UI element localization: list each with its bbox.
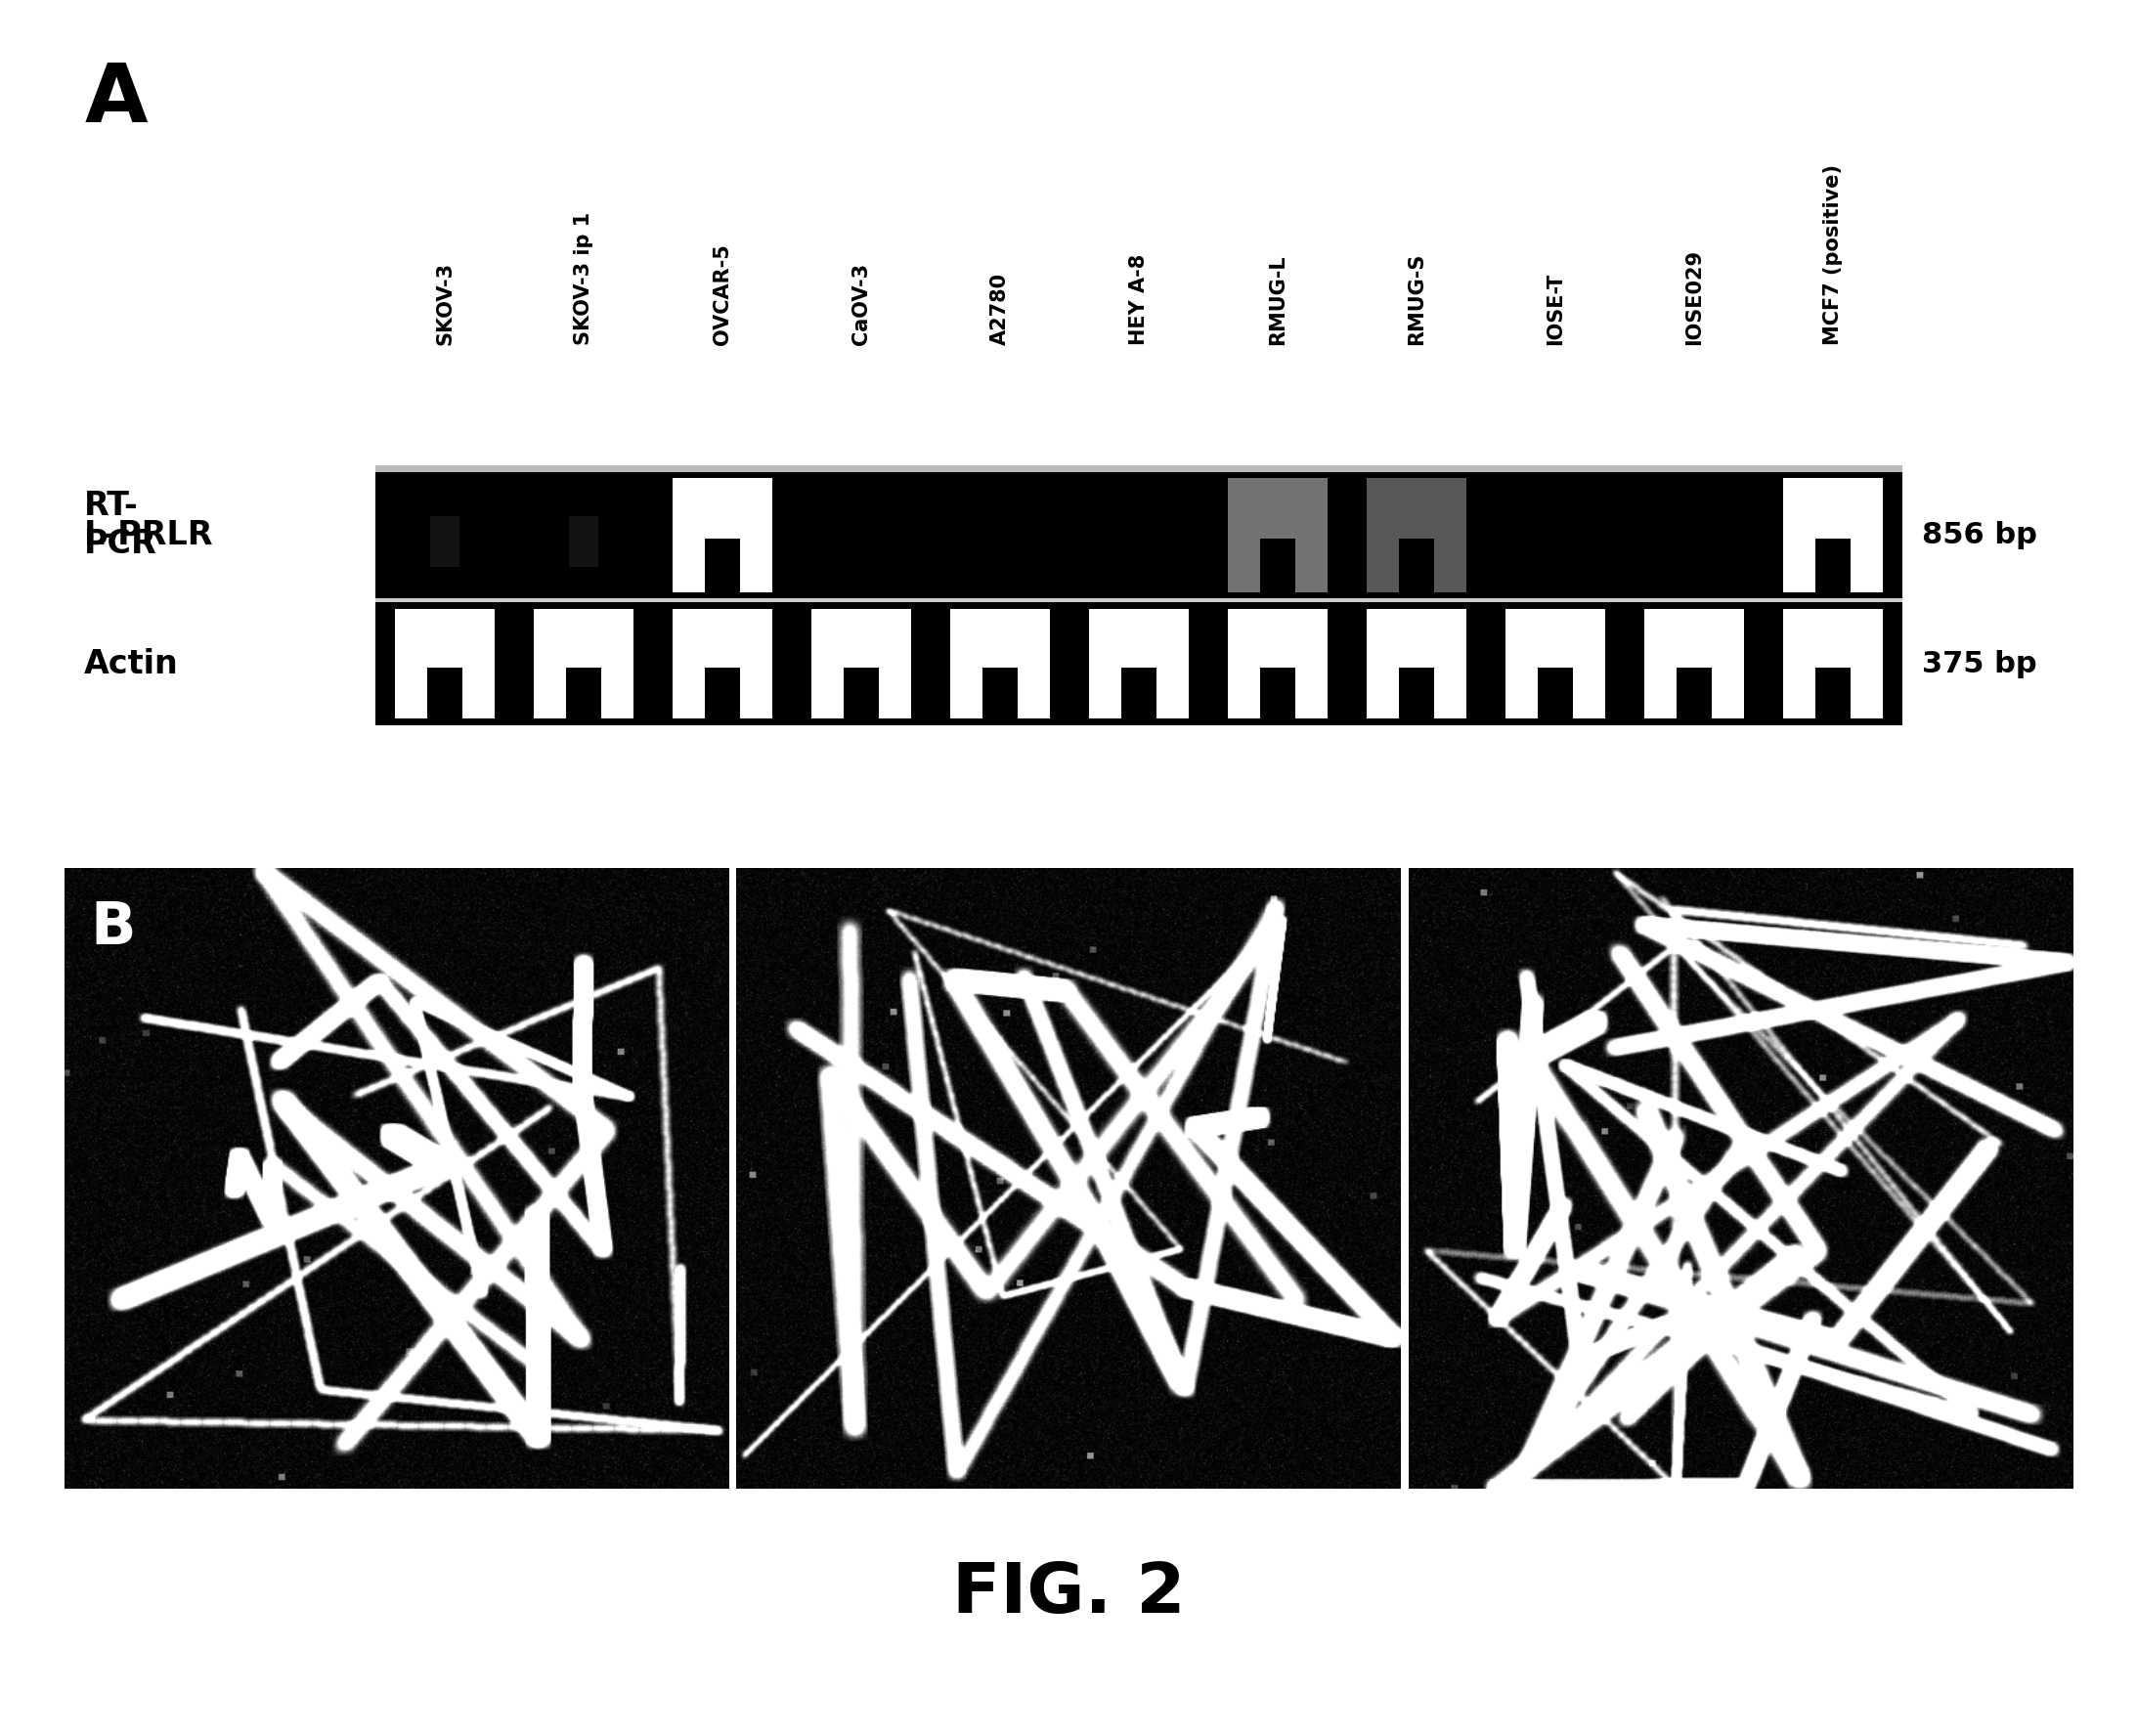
- Text: B: B: [90, 899, 137, 957]
- Text: RMUG-S: RMUG-S: [1406, 253, 1425, 345]
- Text: SKOV-3: SKOV-3: [436, 262, 455, 345]
- Bar: [1782, 477, 1883, 592]
- Bar: [1504, 609, 1605, 719]
- Bar: [376, 597, 1902, 602]
- Text: Actin: Actin: [83, 648, 180, 681]
- Bar: [1261, 538, 1295, 592]
- Text: L-PRLR: L-PRLR: [83, 519, 214, 552]
- Bar: [673, 477, 771, 592]
- Text: CaOV-3: CaOV-3: [851, 262, 872, 345]
- Bar: [568, 516, 598, 566]
- Text: 375 bp: 375 bp: [1923, 649, 2037, 679]
- Text: IOSE-T: IOSE-T: [1545, 273, 1564, 345]
- Bar: [1400, 538, 1434, 592]
- Bar: [427, 667, 462, 719]
- Text: OVCAR-5: OVCAR-5: [712, 243, 733, 345]
- Bar: [1090, 609, 1188, 719]
- Text: MCF7 (positive): MCF7 (positive): [1823, 165, 1842, 345]
- Bar: [376, 472, 1902, 599]
- Bar: [376, 465, 1902, 472]
- Bar: [376, 602, 1902, 726]
- Bar: [812, 609, 910, 719]
- Bar: [1782, 609, 1883, 719]
- Text: A: A: [83, 59, 147, 139]
- Bar: [1366, 477, 1466, 592]
- Bar: [1400, 667, 1434, 719]
- Bar: [566, 667, 600, 719]
- Bar: [844, 667, 878, 719]
- Text: SKOV-3 ip 1: SKOV-3 ip 1: [575, 212, 594, 345]
- Bar: [430, 516, 459, 566]
- Bar: [1227, 477, 1327, 592]
- Bar: [951, 609, 1049, 719]
- Text: A2780: A2780: [989, 273, 1011, 345]
- Text: 856 bp: 856 bp: [1923, 521, 2037, 549]
- Text: HEY A-8: HEY A-8: [1128, 253, 1148, 345]
- Bar: [1366, 609, 1466, 719]
- Bar: [983, 667, 1017, 719]
- Text: RMUG-L: RMUG-L: [1267, 255, 1286, 345]
- Bar: [705, 667, 739, 719]
- Bar: [705, 538, 739, 592]
- Bar: [1814, 667, 1851, 719]
- Text: RT-
PCR: RT- PCR: [83, 490, 158, 559]
- Bar: [1675, 667, 1712, 719]
- Bar: [1539, 667, 1573, 719]
- Text: FIG. 2: FIG. 2: [951, 1559, 1186, 1627]
- Bar: [534, 609, 633, 719]
- Bar: [1643, 609, 1744, 719]
- Bar: [1227, 609, 1327, 719]
- Text: IOSE029: IOSE029: [1684, 250, 1703, 345]
- Bar: [1261, 667, 1295, 719]
- Bar: [1814, 538, 1851, 592]
- Bar: [1122, 667, 1156, 719]
- Bar: [673, 609, 771, 719]
- Bar: [395, 609, 496, 719]
